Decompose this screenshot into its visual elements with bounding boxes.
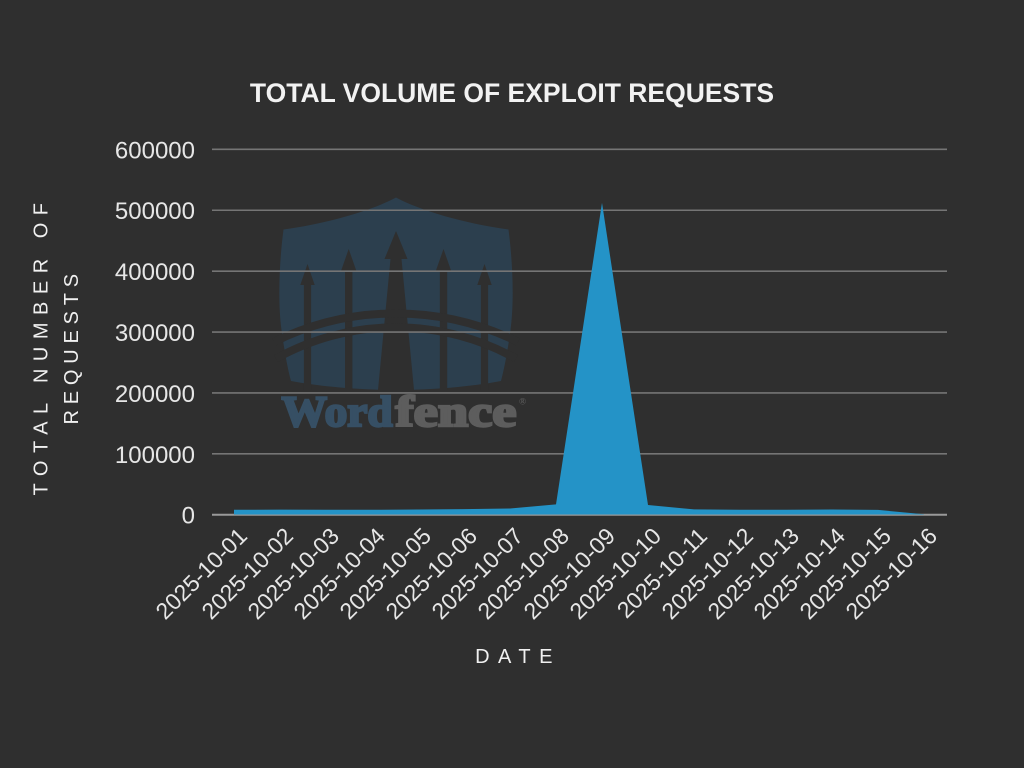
svg-text:Word: Word	[282, 388, 393, 436]
svg-text:®: ®	[519, 397, 526, 408]
svg-text:100000: 100000	[115, 442, 195, 469]
svg-text:200000: 200000	[115, 381, 195, 408]
svg-text:TOTAL NUMBER OF: TOTAL NUMBER OF	[31, 196, 53, 496]
svg-text:REQUESTS: REQUESTS	[61, 268, 83, 424]
svg-text:400000: 400000	[115, 259, 195, 286]
svg-text:0: 0	[182, 503, 195, 530]
svg-text:DATE: DATE	[475, 646, 561, 668]
svg-text:500000: 500000	[115, 198, 195, 225]
svg-text:TOTAL VOLUME OF EXPLOIT REQUES: TOTAL VOLUME OF EXPLOIT REQUESTS	[250, 78, 774, 108]
svg-text:fence: fence	[396, 388, 517, 436]
svg-text:300000: 300000	[115, 320, 195, 347]
svg-text:600000: 600000	[115, 137, 195, 164]
